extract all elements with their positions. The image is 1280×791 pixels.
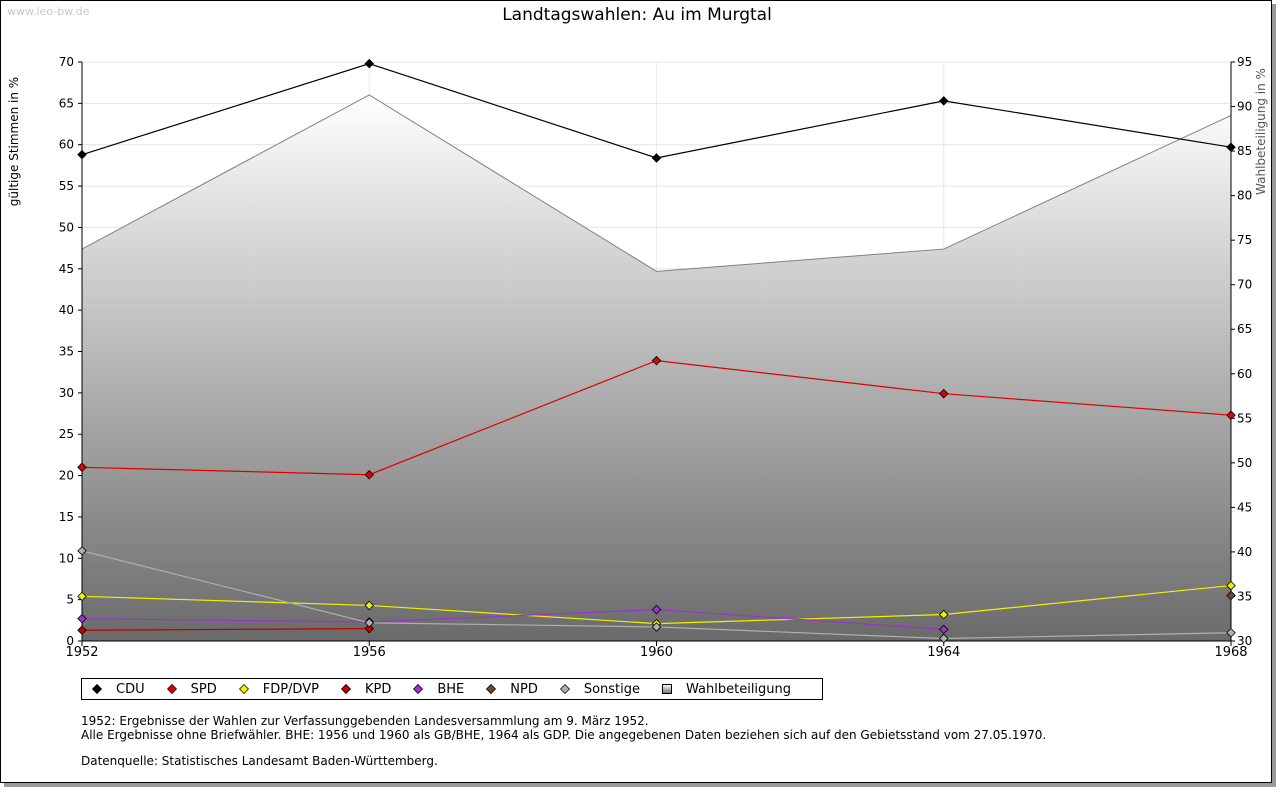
- turnout-line: [81, 94, 1232, 272]
- legend-label-cdu: CDU: [116, 681, 145, 697]
- point-spd-1964: [938, 388, 949, 399]
- legend-marker-wahlbeteiligung: [662, 684, 673, 694]
- y2-axis-title: Wahlbeteiligung in %: [1254, 68, 1268, 195]
- legend-marker-kpd: [341, 684, 351, 694]
- legend-item-cdu: CDU: [92, 682, 145, 697]
- legend-item-bhe: BHE: [413, 682, 464, 697]
- point-cdu-1960: [651, 153, 662, 163]
- turnout-area: [82, 94, 1231, 642]
- y-axis-title: gültige Stimmen in %: [7, 77, 21, 206]
- legend-label-kpd: KPD: [364, 681, 392, 697]
- watermark: www.leo-bw.de: [7, 5, 90, 18]
- y2-tick-label: 90: [1237, 100, 1252, 114]
- legend-label-fdp-dvp: FDP/DVP: [262, 681, 319, 697]
- series-line-kpd: [81, 627, 370, 631]
- legend-marker-bhe: [413, 684, 424, 694]
- y-tick-label: 25: [59, 427, 74, 441]
- y2-tick-label: 95: [1237, 55, 1252, 69]
- y2-tick-label: 30: [1237, 634, 1252, 648]
- y2-tick-label: 65: [1237, 322, 1252, 336]
- legend-item-spd: SPD: [166, 681, 217, 697]
- legend-marker-cdu: [92, 684, 102, 694]
- y-tick-label: 50: [59, 220, 74, 234]
- point-bhe-1952: [77, 613, 87, 624]
- series-line-bhe: [81, 608, 944, 631]
- legend-marker-spd: [166, 684, 177, 694]
- y-tick-label: 55: [59, 179, 74, 193]
- point-sonstige-1956: [364, 618, 375, 628]
- legend-item-kpd: KPD: [341, 682, 391, 697]
- point-fdp-dvp-1964: [938, 609, 949, 620]
- y2-tick-label: 60: [1237, 367, 1252, 381]
- legend-marker-fdp-dvp: [238, 684, 249, 694]
- point-spd-1952: [77, 462, 87, 473]
- point-kpd-1952: [77, 625, 87, 636]
- legend-marker-sonstige: [559, 684, 570, 694]
- point-bhe-1964: [938, 624, 949, 635]
- y-tick-label: 15: [59, 510, 74, 524]
- chart-svg: 0 5 10 15 20 25 30 35 40 45 50 55 60 65 70 30 35 40 45 50 55…: [7, 55, 1268, 660]
- y-tick-label: 60: [59, 138, 74, 152]
- point-kpd-1956: [364, 623, 375, 634]
- x-tick-label: 1968: [1214, 645, 1247, 660]
- y2-tick-label: 35: [1237, 589, 1252, 603]
- y-tick-label: 10: [59, 551, 74, 565]
- point-spd-1968: [1226, 410, 1236, 420]
- point-cdu-1952: [77, 149, 87, 160]
- point-cdu-1964: [938, 96, 949, 106]
- y-tick-label: 20: [59, 469, 74, 483]
- legend-label-wahlbeteiligung: Wahlbeteiligung: [686, 681, 792, 697]
- notes: 1952: Ergebnisse der Wahlen zur Verfassu…: [81, 714, 1046, 768]
- y2-tick-label: 55: [1237, 411, 1252, 425]
- y2-tick-label: 80: [1237, 189, 1252, 203]
- point-bhe-1960: [651, 604, 662, 615]
- data-source: Datenquelle: Statistisches Landesamt Bad…: [81, 754, 438, 768]
- chart-title: Landtagswahlen: Au im Murgtal: [502, 5, 772, 25]
- y2-tick-label: 75: [1237, 233, 1252, 247]
- y-tick-label: 0: [66, 634, 74, 648]
- point-spd-1960: [651, 355, 662, 366]
- x-tick-label: 1964: [927, 645, 960, 660]
- y2-tick-label: 70: [1237, 278, 1252, 292]
- y-tick-label: 5: [66, 593, 74, 607]
- point-npd-1968: [1226, 590, 1236, 601]
- y2-tick-label: 50: [1237, 456, 1252, 470]
- point-sonstige-1968: [1226, 627, 1236, 638]
- point-sonstige-1952: [77, 546, 87, 556]
- legend-label-spd: SPD: [190, 681, 217, 697]
- y-tick-label: 45: [59, 262, 74, 276]
- point-fdp-dvp-1968: [1226, 580, 1236, 591]
- legend-item-npd: NPD: [486, 682, 538, 697]
- y-tick-label: 35: [59, 345, 74, 359]
- x-tick-label: 1952: [65, 645, 98, 660]
- y2-tick-label: 45: [1237, 500, 1252, 514]
- note-briefwaehler: Alle Ergebnisse ohne Briefwähler. BHE: 1…: [81, 728, 1047, 742]
- y-tick-label: 70: [59, 55, 74, 69]
- legend-label-npd: NPD: [510, 681, 538, 697]
- legend-item-fdp-dvp: FDP/DVP: [238, 681, 319, 697]
- point-sonstige-1964: [938, 633, 949, 644]
- y-tick-label: 30: [59, 386, 74, 400]
- y-tick-label: 65: [59, 96, 74, 110]
- legend-marker-npd: [486, 684, 497, 694]
- point-fdp-dvp-1956: [364, 600, 375, 611]
- point-spd-1956: [364, 469, 375, 480]
- point-cdu-1956: [364, 58, 375, 69]
- legend: CDU SPD FDP/DVP KPD BHE NPD Sonstige Wahlbeteil…: [81, 678, 823, 700]
- legend-item-wahlbeteiligung: Wahlbeteiligung: [662, 682, 791, 697]
- y2-tick-label: 85: [1237, 144, 1252, 158]
- point-fdp-dvp-1952: [77, 591, 87, 602]
- point-cdu-1968: [1226, 142, 1236, 152]
- legend-item-sonstige: Sonstige: [559, 681, 641, 697]
- point-sonstige-1960: [651, 622, 662, 632]
- legend-label-sonstige: Sonstige: [583, 681, 641, 697]
- note-1952: 1952: Ergebnisse der Wahlen zur Verfassu…: [81, 714, 649, 728]
- y2-tick-label: 40: [1237, 545, 1252, 559]
- y-tick-label: 40: [59, 303, 74, 317]
- x-tick-label: 1956: [353, 645, 386, 660]
- x-tick-label: 1960: [640, 645, 673, 660]
- legend-label-bhe: BHE: [437, 681, 465, 697]
